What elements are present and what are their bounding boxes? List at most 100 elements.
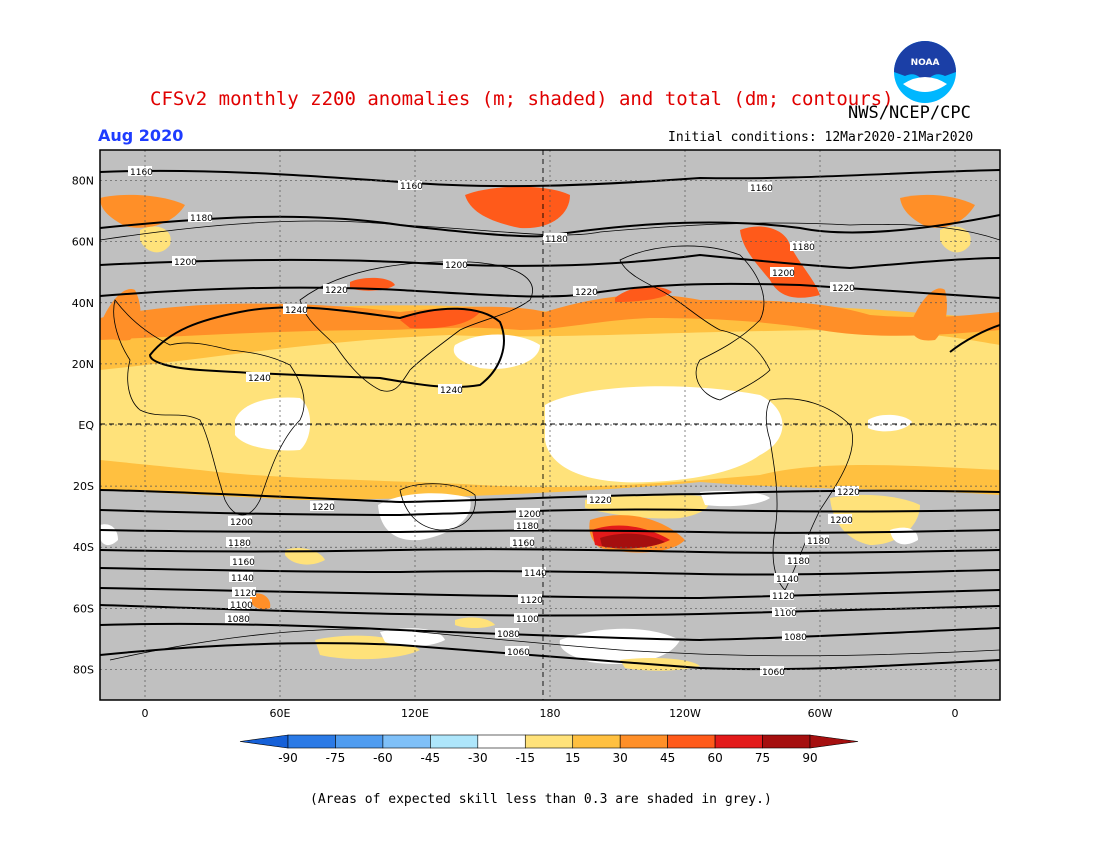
svg-text:1120: 1120	[772, 592, 795, 602]
svg-text:1080: 1080	[497, 630, 520, 640]
colorbar-tick-label: 90	[802, 751, 817, 765]
svg-text:1120: 1120	[234, 589, 257, 599]
south-america-outline	[765, 398, 854, 591]
svg-text:1200: 1200	[174, 258, 197, 268]
svg-text:1200: 1200	[518, 510, 541, 520]
lat-label: 80N	[72, 175, 94, 188]
colorbar-tick-label: -60	[373, 751, 393, 765]
anomaly-orange-s-ind	[250, 593, 271, 610]
colorbar-swatch	[430, 734, 479, 749]
svg-text:1200: 1200	[830, 516, 853, 526]
footnote: (Areas of expected skill less than 0.3 a…	[310, 792, 772, 807]
svg-text:1160: 1160	[750, 184, 773, 194]
africa-europe-outline	[113, 299, 305, 516]
anomaly-white-band-sh	[700, 490, 770, 507]
svg-text:1200: 1200	[772, 269, 795, 279]
colorbar-tick-label: 30	[613, 751, 628, 765]
chart-title: CFSv2 monthly z200 anomalies (m; shaded)…	[150, 88, 894, 110]
colorbar-swatch	[287, 734, 336, 749]
svg-text:1220: 1220	[837, 488, 860, 498]
anomaly-arctic-pacific	[465, 186, 570, 229]
anomaly-white-sh-ind	[378, 493, 471, 541]
svg-text:1140: 1140	[231, 574, 254, 584]
svg-text:1100: 1100	[230, 601, 253, 611]
svg-text:1140: 1140	[776, 575, 799, 585]
lat-label: 40N	[72, 297, 94, 310]
svg-text:1160: 1160	[130, 168, 153, 178]
svg-text:1160: 1160	[400, 182, 423, 192]
longitude-labels: 0 60E 120E 180 120W 60W 0	[142, 707, 959, 720]
lon-label: 60W	[808, 707, 833, 720]
anomaly-yellow-spac	[455, 617, 495, 629]
colorbar-swatch	[572, 734, 621, 749]
agency-label: NWS/NCEP/CPC	[848, 103, 971, 123]
svg-text:1060: 1060	[762, 668, 785, 678]
antarctica-outline	[109, 628, 1000, 661]
lat-label: 20S	[73, 480, 94, 493]
map-frame	[99, 149, 1001, 701]
svg-text:1100: 1100	[516, 615, 539, 625]
svg-text:1100: 1100	[774, 609, 797, 619]
lon-label: 120W	[669, 707, 701, 720]
svg-text:1080: 1080	[784, 633, 807, 643]
colorbar-tick-label: -45	[421, 751, 441, 765]
anomaly-arctic-w	[100, 194, 185, 228]
anomaly-white-atl	[868, 414, 912, 432]
colorbar-swatch	[762, 734, 811, 749]
initial-conditions: Initial conditions: 12Mar2020-21Mar2020	[668, 130, 974, 145]
latitude-labels: 80N 60N 40N 20N EQ 20S 40S 60S 80S	[72, 175, 95, 677]
lat-label: 80S	[73, 663, 94, 676]
arctic-coast-outline	[100, 220, 1000, 241]
anomaly-band-45-60-nh	[100, 294, 1000, 340]
anomaly-white-wpac	[453, 334, 540, 369]
svg-text:1180: 1180	[516, 522, 539, 532]
svg-text:1140: 1140	[524, 569, 547, 579]
colorbar-tick-label: 75	[755, 751, 770, 765]
lon-label: 180	[540, 707, 561, 720]
colorbar-swatch	[714, 734, 763, 749]
colorbar-swatch	[335, 734, 384, 749]
svg-text:1200: 1200	[230, 518, 253, 528]
anomaly-red-europe-w	[100, 289, 141, 341]
contour-1200-nh	[100, 253, 1000, 270]
colorbar: -90 -75 -60 -45 -30 -15 15 30 45 60 75 90	[239, 734, 859, 765]
svg-text:1180: 1180	[792, 243, 815, 253]
svg-text:1160: 1160	[232, 558, 255, 568]
svg-text:1220: 1220	[589, 496, 612, 506]
svg-text:1180: 1180	[807, 537, 830, 547]
colorbar-tick-label: -15	[515, 751, 535, 765]
svg-text:1240: 1240	[248, 374, 271, 384]
colorbar-max-arrow	[809, 734, 859, 749]
anomaly-band-15-30-sh	[585, 494, 709, 519]
anomaly-white-epac	[545, 386, 783, 483]
contour-labels: 1160 1160 1160 1180 1180 1180 1200 1200 …	[128, 166, 860, 678]
anomaly-arctic-e	[900, 194, 975, 228]
colorbar-swatch	[524, 734, 574, 749]
noaa-logo-icon: NOAA	[894, 41, 956, 103]
anomaly-darkred-sh	[600, 533, 665, 549]
lat-label: 60S	[73, 602, 94, 615]
colorbar-swatch	[477, 734, 526, 749]
contour-1240-ne	[949, 324, 1000, 353]
lat-label: 40S	[73, 541, 94, 554]
svg-text:NOAA: NOAA	[911, 58, 940, 68]
svg-text:1200: 1200	[445, 261, 468, 271]
colorbar-tick-label: 60	[707, 751, 722, 765]
colorbar-tick-label: -30	[468, 751, 488, 765]
svg-text:1220: 1220	[325, 286, 348, 296]
lat-label: EQ	[78, 419, 94, 432]
svg-text:1220: 1220	[312, 503, 335, 513]
svg-text:1240: 1240	[285, 306, 308, 316]
contour-1160-sh	[100, 548, 1000, 554]
colorbar-min-arrow	[239, 734, 289, 749]
valid-month: Aug 2020	[98, 126, 184, 145]
lon-label: 0	[142, 707, 149, 720]
lon-label: 0	[952, 707, 959, 720]
svg-text:1240: 1240	[440, 386, 463, 396]
colorbar-swatch	[382, 734, 431, 749]
anomaly-red-europe-e	[910, 288, 947, 341]
colorbar-tick-label: 45	[660, 751, 675, 765]
svg-text:1120: 1120	[520, 596, 543, 606]
colorbar-tick-label: 15	[565, 751, 580, 765]
